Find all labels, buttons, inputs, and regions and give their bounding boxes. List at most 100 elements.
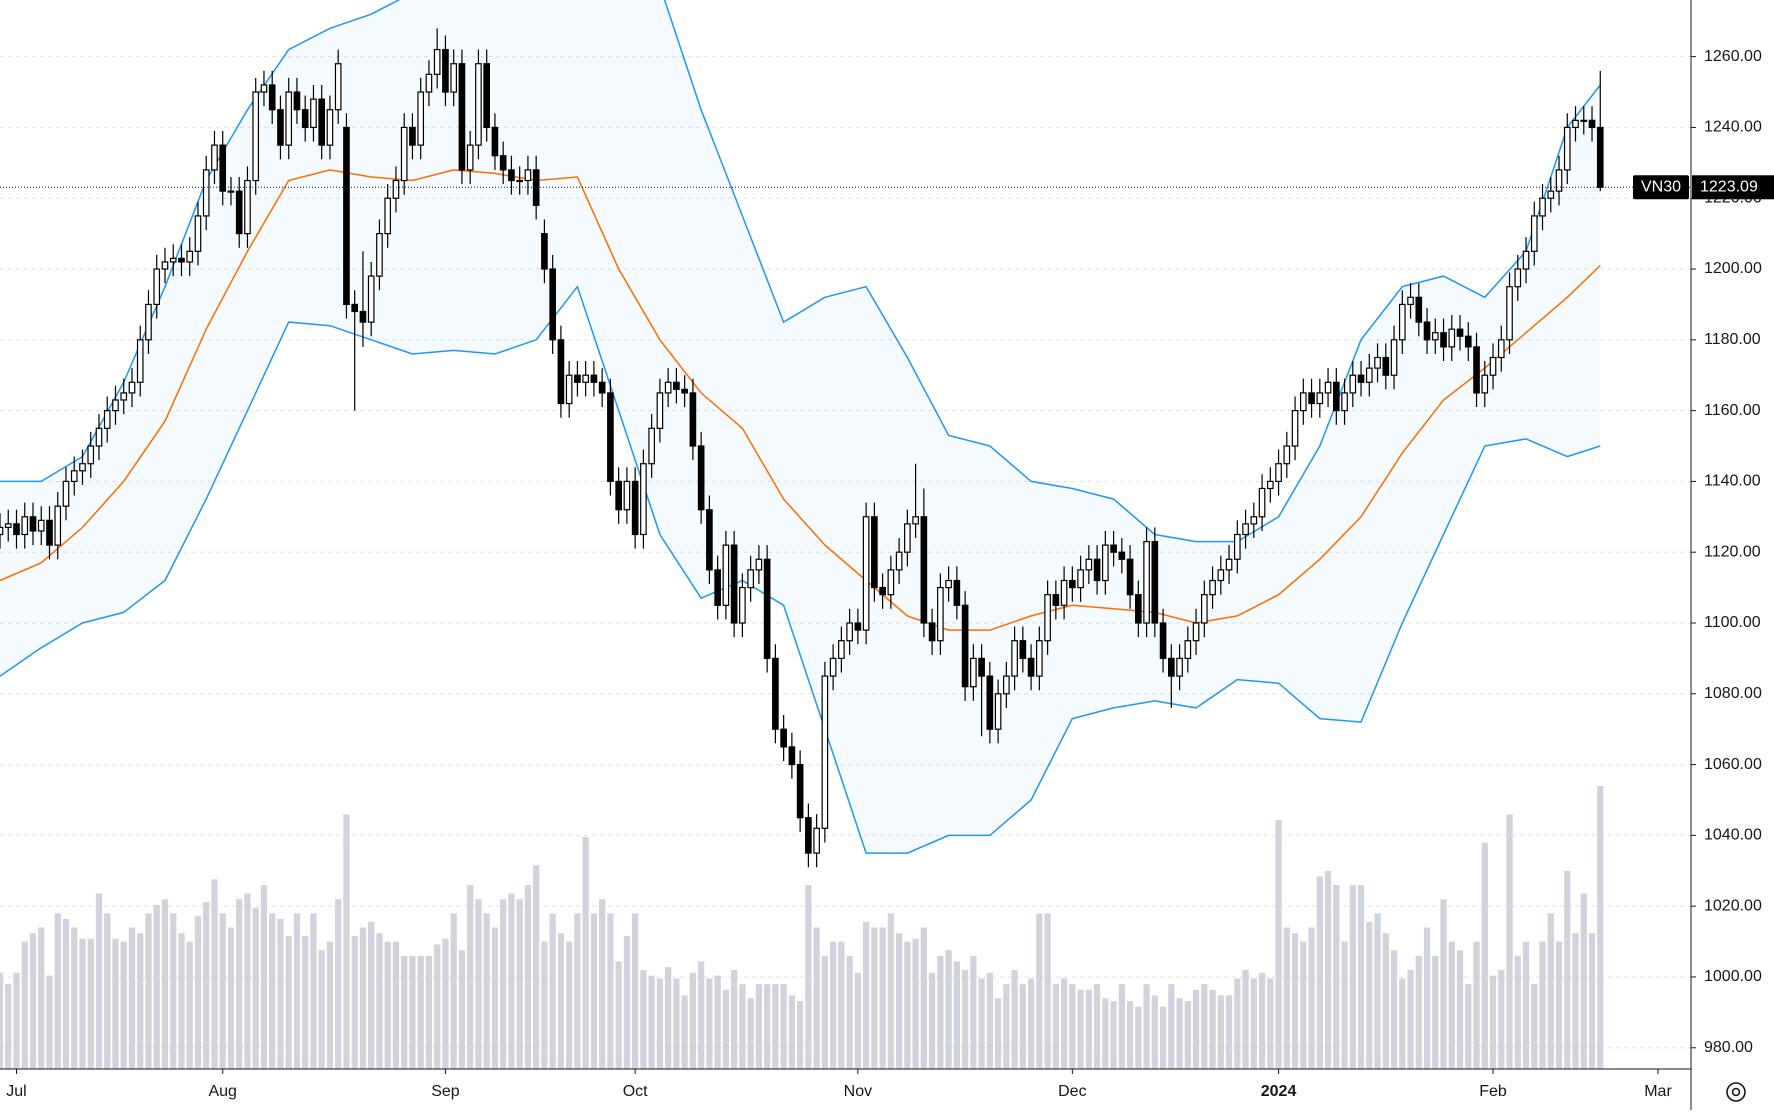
volume-bar [1085,989,1092,1069]
volume-bar [1366,921,1373,1069]
candle-body [194,215,202,252]
candle-body [640,463,647,536]
candle-body [697,445,705,511]
candle-body [1060,579,1068,606]
volume-bar [1531,984,1538,1069]
volume-bar [252,907,259,1069]
volume-bar [1588,933,1596,1069]
volume-bar [260,885,268,1069]
candle-body [813,827,820,854]
candle-body [516,179,523,183]
last-price-box [1692,175,1774,200]
volume-bar [813,927,820,1069]
candle-body [1069,579,1076,589]
settings-button[interactable] [1726,1082,1746,1102]
x-tick-label: Nov [844,1083,872,1100]
candle-body [46,519,53,546]
volume-bar [1399,978,1406,1069]
candle-body [615,480,622,511]
x-tick-label: Feb [1479,1083,1507,1100]
candle-body [409,126,416,146]
candle-body [623,480,631,511]
candle-body [994,693,1002,730]
candle-body [780,728,787,748]
candle-body [442,48,449,93]
volume-bar [318,950,325,1069]
volume-bar [161,899,169,1069]
volume-bar [1258,972,1266,1069]
candle-body [54,505,62,546]
candle-body [79,463,86,472]
candle-body [318,98,326,146]
volume-bar [211,879,218,1069]
volume-bar [1539,941,1546,1069]
candle-body [1118,551,1126,560]
volume-bar [970,955,977,1069]
volume-bar [1514,955,1521,1069]
candle-body [821,675,829,829]
volume-bar [384,941,391,1069]
volume-bar [549,913,556,1069]
volume-bar [54,913,61,1069]
volume-bar [1481,842,1488,1069]
volume-bar [71,927,78,1069]
volume-bar [739,984,746,1069]
candle-body [631,480,639,536]
candle-body [1233,533,1241,560]
volume-bar [879,927,886,1069]
candle-body [673,381,680,390]
volume-bar [5,984,12,1069]
volume-bar [219,913,226,1069]
volume-bar [500,899,507,1069]
candle-body [1431,332,1439,341]
volume-bar [632,913,639,1069]
y-tick-label: 980.00 [1704,1039,1753,1056]
candle-body [1357,374,1365,383]
candle-body [648,427,655,465]
volume-bar [1440,899,1447,1069]
volume-bar [62,919,70,1069]
candle-body [433,48,441,75]
volume-bar [1118,984,1125,1069]
candle-body [186,250,194,263]
volume-bar [615,961,622,1069]
volume-bar [1382,933,1389,1069]
symbol-label-box [1633,175,1689,200]
volume-bar [574,913,581,1069]
candle-body [557,339,565,405]
candle-body [293,91,301,111]
volume-bar [1308,927,1315,1069]
candle-body [1332,381,1340,412]
candle-body [1522,250,1530,270]
volume-bar [1448,941,1455,1069]
band-lower [0,285,1601,854]
volume-bar [1465,984,1472,1069]
volume-bar [755,984,763,1069]
candle-body [1085,558,1093,571]
volume-bar [1300,941,1307,1069]
volume-bar [1275,819,1282,1069]
candle-body [1555,169,1563,192]
candle-body [739,586,746,624]
candle-body [1506,286,1513,341]
volume-bar [722,989,730,1069]
volume-bar [1159,1006,1167,1069]
volume-bar [590,913,598,1069]
candle-body [227,190,235,193]
candle-body [895,551,903,571]
candle-body [574,374,581,383]
candle-body [1316,392,1324,405]
candle-body [326,109,334,146]
candle-body [21,516,29,536]
x-tick-label: Aug [208,1083,236,1100]
candle-body [1159,622,1167,659]
y-tick-label: 1160.00 [1704,402,1761,419]
volume-bar [1168,984,1175,1069]
candle-body [343,126,350,306]
volume-bar [326,941,334,1069]
candle-body [1365,367,1373,383]
volume-bar [120,941,127,1069]
candle-body [788,746,796,766]
volume-bar [764,984,771,1069]
y-tick-label: 1080.00 [1704,685,1762,702]
